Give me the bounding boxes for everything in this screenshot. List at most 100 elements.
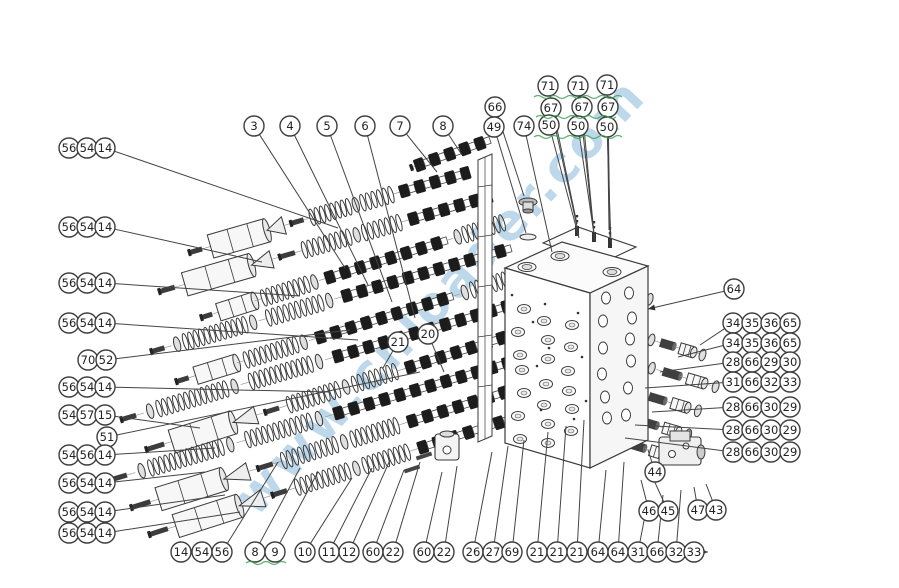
callout-12: 12 [338, 541, 360, 563]
callout-14: 14 [94, 312, 116, 334]
callout-15: 15 [94, 404, 116, 426]
callout-64: 64 [723, 278, 745, 300]
svg-text:64: 64 [611, 545, 626, 559]
svg-text:34: 34 [726, 336, 741, 350]
svg-text:54: 54 [62, 408, 77, 422]
callout-29: 29 [779, 419, 801, 441]
svg-text:29: 29 [783, 400, 798, 414]
svg-text:54: 54 [80, 505, 95, 519]
callout-29: 29 [779, 396, 801, 418]
svg-text:9: 9 [271, 545, 278, 559]
svg-text:67: 67 [544, 101, 559, 115]
callout-34: 34 [722, 332, 744, 354]
leader-lines [114, 94, 725, 555]
svg-text:28: 28 [726, 355, 741, 369]
assembly-solenoid [187, 166, 472, 259]
callout-30: 30 [760, 396, 782, 418]
svg-text:14: 14 [98, 141, 113, 155]
callout-31: 31 [722, 371, 744, 393]
callout-14: 14 [94, 472, 116, 494]
svg-text:56: 56 [62, 526, 77, 540]
callout-8: 8 [432, 115, 454, 137]
callout-66: 66 [646, 541, 668, 563]
svg-text:29: 29 [783, 423, 798, 437]
svg-text:51: 51 [100, 430, 115, 444]
valve-body [477, 153, 650, 469]
callout-54: 54 [76, 376, 98, 398]
svg-text:28: 28 [726, 445, 741, 459]
svg-text:54: 54 [80, 476, 95, 490]
svg-text:70: 70 [81, 353, 96, 367]
callout-56: 56 [211, 541, 233, 563]
callout-54: 54 [191, 541, 213, 563]
callout-31: 31 [627, 541, 649, 563]
svg-text:71: 71 [571, 79, 586, 93]
svg-text:54: 54 [80, 276, 95, 290]
callout-14: 14 [94, 501, 116, 523]
part-relief [658, 430, 706, 466]
callout-21: 21 [566, 541, 588, 563]
svg-text:14: 14 [98, 276, 113, 290]
callout-28: 28 [722, 396, 744, 418]
callout-54: 54 [58, 404, 80, 426]
svg-text:60: 60 [366, 545, 381, 559]
svg-text:32: 32 [669, 545, 684, 559]
svg-text:6: 6 [361, 119, 368, 133]
svg-text:30: 30 [764, 423, 779, 437]
callout-66: 66 [741, 419, 763, 441]
svg-text:21: 21 [530, 545, 545, 559]
part-washer [519, 233, 537, 241]
callout-54: 54 [58, 444, 80, 466]
svg-text:14: 14 [98, 448, 113, 462]
callout-9: 9 [264, 541, 286, 563]
callout-71: 71 [537, 75, 559, 97]
svg-text:67: 67 [575, 100, 590, 114]
callout-29: 29 [760, 351, 782, 373]
callout-36: 36 [760, 332, 782, 354]
part-pin2 [415, 451, 433, 461]
svg-text:56: 56 [62, 505, 77, 519]
callout-44: 44 [644, 461, 666, 483]
callout-56: 56 [58, 522, 80, 544]
svg-text:34: 34 [726, 316, 741, 330]
svg-text:14: 14 [98, 526, 113, 540]
callout-54: 54 [76, 312, 98, 334]
svg-text:56: 56 [62, 476, 77, 490]
callout-14: 14 [94, 216, 116, 238]
callout-67: 67 [571, 96, 593, 118]
svg-text:47: 47 [691, 503, 706, 517]
svg-text:54: 54 [80, 220, 95, 234]
callout-56: 56 [58, 501, 80, 523]
svg-text:4: 4 [286, 119, 293, 133]
svg-text:50: 50 [571, 119, 586, 133]
callout-56: 56 [58, 137, 80, 159]
callout-66: 66 [741, 371, 763, 393]
callout-56: 56 [58, 376, 80, 398]
svg-text:67: 67 [601, 100, 616, 114]
svg-text:12: 12 [342, 545, 357, 559]
callout-56: 56 [76, 444, 98, 466]
svg-text:11: 11 [322, 545, 337, 559]
svg-text:66: 66 [745, 423, 760, 437]
callout-36: 36 [760, 312, 782, 334]
callout-45: 45 [657, 500, 679, 522]
svg-text:56: 56 [215, 545, 230, 559]
svg-text:43: 43 [709, 503, 724, 517]
svg-text:3: 3 [250, 119, 257, 133]
callout-14: 14 [94, 137, 116, 159]
svg-text:66: 66 [745, 445, 760, 459]
callout-64: 64 [607, 541, 629, 563]
svg-text:21: 21 [570, 545, 585, 559]
svg-text:31: 31 [726, 375, 741, 389]
callout-57: 57 [76, 404, 98, 426]
part-mushroom [518, 197, 538, 214]
svg-text:32: 32 [764, 375, 779, 389]
svg-text:56: 56 [80, 448, 95, 462]
callout-11: 11 [318, 541, 340, 563]
callout-7: 7 [389, 115, 411, 137]
callout-66: 66 [741, 396, 763, 418]
svg-text:29: 29 [783, 445, 798, 459]
svg-text:71: 71 [600, 78, 615, 92]
svg-text:65: 65 [783, 336, 798, 350]
callout-54: 54 [76, 272, 98, 294]
